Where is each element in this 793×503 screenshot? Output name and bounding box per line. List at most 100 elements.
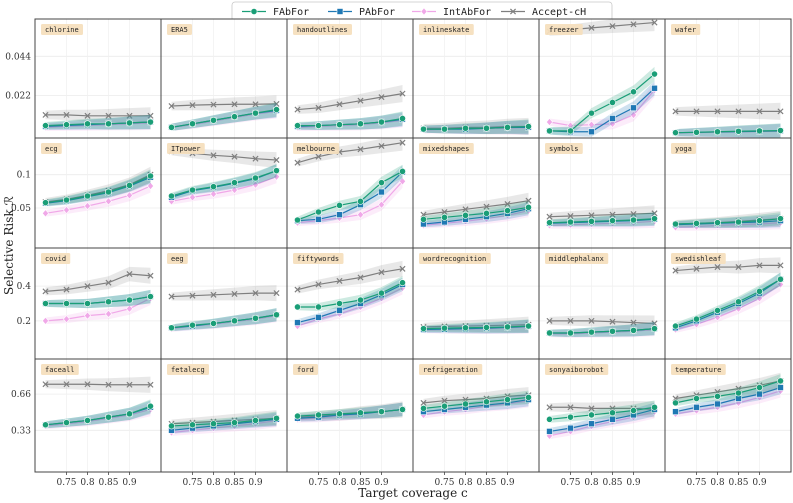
confidence-band-accept-ch [171, 285, 277, 302]
panel-refrigeration: refrigeration 0.75 0.8 0.85 0.9 [412, 358, 540, 488]
series-line-intabfor [45, 408, 151, 427]
series-line-fabfor [549, 328, 655, 334]
data-point-fabfor [735, 389, 742, 397]
data-point-fabfor [567, 218, 574, 226]
panel-label: ford [297, 366, 314, 374]
panel-label: ecg [45, 145, 58, 153]
data-point-fabfor [231, 317, 238, 325]
x-tick-label: 0.8 [206, 478, 221, 488]
series-line-accept-ch [675, 264, 781, 272]
panel-chlorine: chlorine 0.022 0.044 [5, 18, 162, 139]
data-point-fabfor [525, 322, 532, 330]
panel-label: mixedshapes [423, 145, 469, 153]
series-line-accept-ch [171, 417, 277, 425]
panel-label-box [419, 364, 483, 375]
panel-background [413, 138, 539, 248]
series-line-intabfor [171, 110, 277, 128]
series-fabfor [294, 164, 406, 224]
data-point-fabfor [777, 215, 784, 223]
data-point-fabfor [210, 183, 217, 191]
series-line-accept-ch [675, 380, 781, 400]
series-line-fabfor [423, 125, 529, 130]
panel-plot-area [42, 266, 154, 325]
panel-label: wordrecognition [423, 255, 486, 263]
data-point-fabfor [651, 325, 658, 333]
data-point-accept-ch [126, 112, 133, 119]
data-point-pabfor [630, 104, 637, 112]
series-line-accept-ch [297, 93, 403, 111]
series-accept-ch [42, 107, 154, 125]
data-point-accept-ch [420, 211, 427, 218]
data-point-fabfor [378, 118, 385, 126]
confidence-band-accept-ch [549, 205, 655, 222]
panel-plot-area [42, 166, 154, 218]
data-point-fabfor [210, 320, 217, 327]
data-point-fabfor [252, 417, 259, 424]
series-line-intabfor [675, 390, 781, 415]
x-tick-label: 0.75 [182, 478, 202, 488]
data-point-fabfor [105, 413, 112, 421]
series-fabfor [672, 212, 784, 228]
data-point-fabfor [252, 314, 259, 322]
series-line-intabfor [45, 122, 151, 128]
series-line-pabfor [549, 218, 655, 224]
legend-label-intabfor: IntAbFor [443, 7, 491, 18]
data-point-intabfor [252, 180, 259, 189]
data-point-fabfor [630, 88, 637, 96]
panel-label: ERA5 [171, 26, 188, 34]
series-line-pabfor [675, 220, 781, 226]
data-point-pabfor [714, 400, 721, 408]
panel-ecg: ecg 0.05 0.1 [11, 137, 162, 249]
panel-plot-area [168, 95, 280, 132]
data-point-intabfor [273, 172, 280, 181]
data-point-fabfor [588, 109, 595, 117]
data-point-fabfor [189, 421, 196, 429]
panel-background [665, 138, 791, 248]
series-fabfor [420, 390, 532, 412]
x-tick-label: 0.75 [560, 478, 580, 488]
data-point-accept-ch [84, 283, 91, 290]
confidence-band-intabfor [171, 308, 277, 332]
series-line-fabfor [297, 408, 403, 417]
y-tick-label: 0.022 [5, 91, 31, 101]
data-point-fabfor [126, 296, 133, 304]
data-point-fabfor [105, 298, 112, 306]
series-fabfor [672, 123, 784, 138]
data-point-fabfor [420, 215, 427, 223]
data-point-accept-ch [42, 381, 49, 388]
data-point-fabfor [42, 199, 49, 207]
data-point-fabfor [336, 121, 343, 129]
panel-label-box [41, 24, 83, 35]
data-point-fabfor [189, 321, 196, 329]
panel-symbols: symbols [538, 137, 666, 249]
data-point-fabfor [504, 207, 511, 215]
data-point-accept-ch [315, 281, 322, 288]
data-point-intabfor [63, 205, 70, 215]
x-axis-title: Target coverage c [358, 486, 468, 500]
data-point-fabfor [63, 300, 70, 307]
panel-label-box [671, 24, 701, 35]
data-point-fabfor [273, 167, 280, 175]
panel-plot-area [546, 205, 658, 230]
series-line-fabfor [171, 417, 277, 427]
panel-label: swedishleaf [675, 255, 721, 263]
data-point-accept-ch [441, 397, 448, 404]
panel-background [665, 359, 791, 472]
data-point-accept-ch [525, 197, 532, 204]
legend-item-pabfor: PAbFor [328, 7, 395, 18]
data-point-pabfor [756, 390, 763, 398]
data-point-fabfor [504, 396, 511, 403]
x-tick-label: 0.85 [98, 478, 118, 488]
data-point-intabfor [42, 316, 49, 325]
data-point-accept-ch [252, 101, 259, 108]
y-tick-label: 0.044 [5, 52, 31, 62]
data-point-intabfor [714, 313, 721, 322]
panel-plot-area [672, 102, 784, 138]
data-point-fabfor [210, 420, 217, 428]
data-point-fabfor [462, 124, 469, 132]
series-line-accept-ch [297, 142, 403, 164]
data-point-fabfor [588, 217, 595, 225]
data-point-intabfor [189, 193, 196, 202]
data-point-accept-ch [714, 108, 721, 115]
data-point-fabfor [441, 402, 448, 410]
